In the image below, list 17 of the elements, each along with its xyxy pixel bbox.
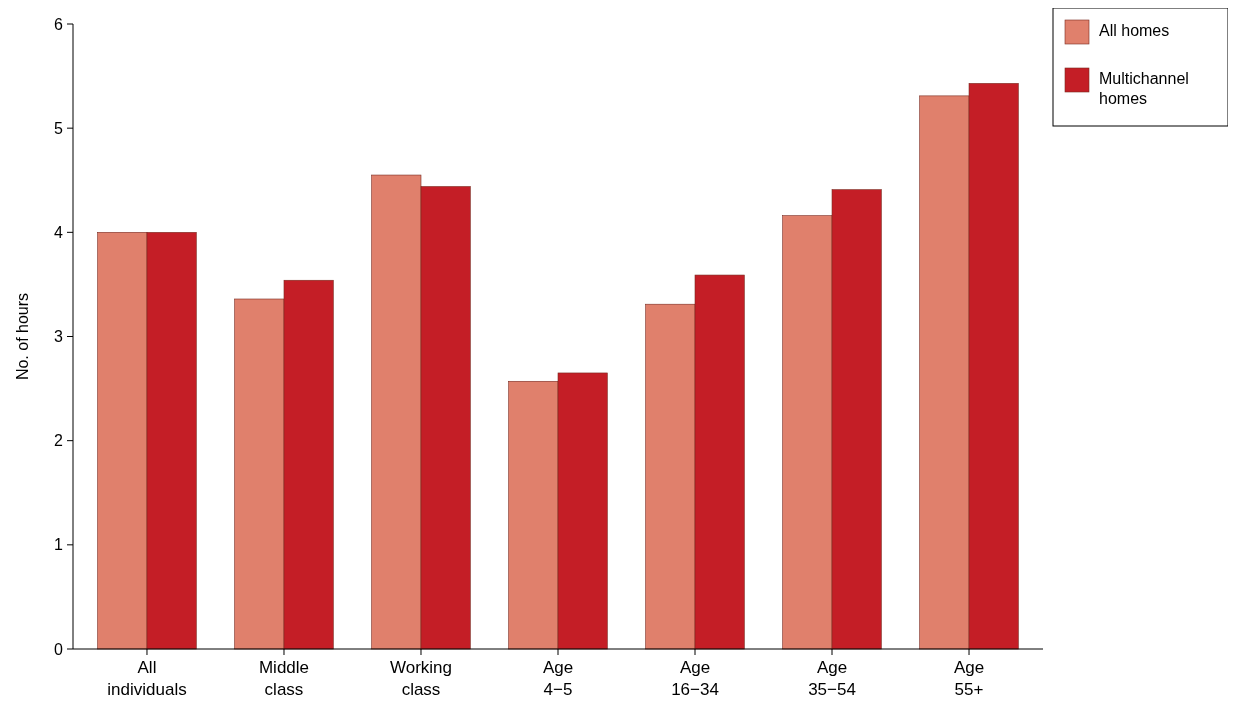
y-tick-label: 6 [54, 15, 64, 33]
y-tick-label: 4 [54, 223, 64, 241]
y-tick-label: 5 [54, 119, 64, 137]
y-tick-label: 3 [54, 328, 64, 346]
y-tick-label: 1 [54, 536, 64, 554]
x-tick-label: Working class [389, 658, 453, 699]
x-tick-label: Age 16−34 [671, 658, 719, 699]
y-axis-title: No. of hours [14, 292, 31, 381]
y-tick-label: 2 [54, 432, 64, 450]
x-tick-label: Age 4−5 [542, 658, 574, 699]
y-tick-label: 0 [54, 640, 64, 658]
x-tick-label: Middle class [258, 658, 310, 699]
x-tick-label: All individuals [107, 658, 187, 699]
x-tick-label: Age 35−54 [808, 658, 856, 699]
legend-label: Multichannel homes [1099, 70, 1189, 107]
legend-label: All homes [1099, 22, 1170, 39]
x-tick-label: Age 55+ [953, 658, 985, 699]
